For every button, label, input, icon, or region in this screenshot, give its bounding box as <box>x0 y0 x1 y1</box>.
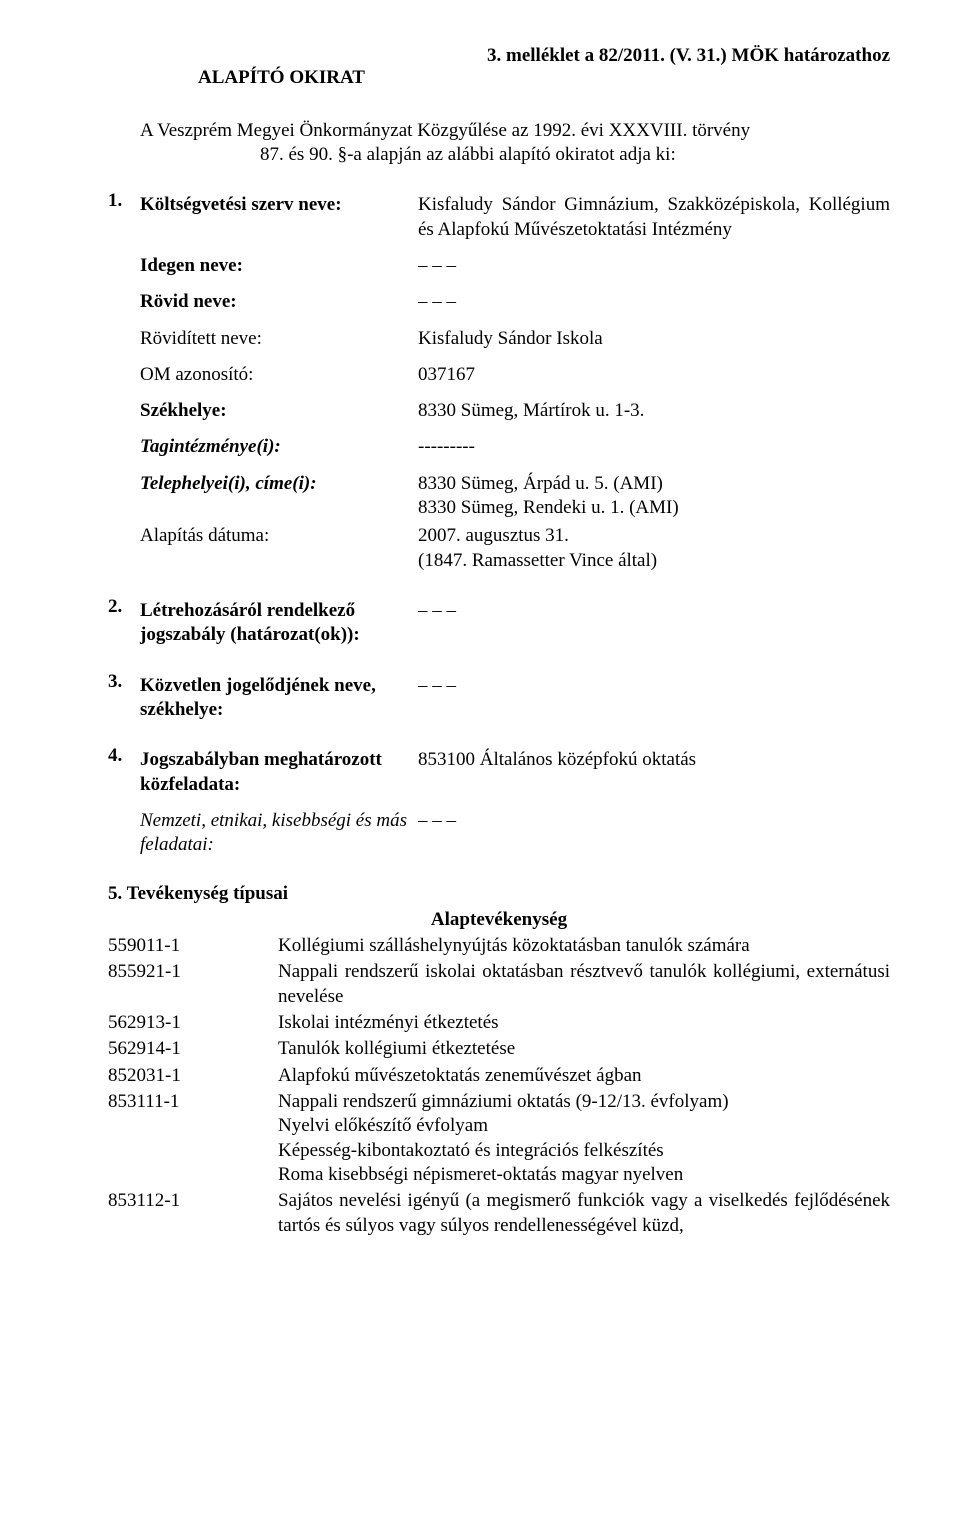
telep-value-1: 8330 Sümeg, Árpád u. 5. (AMI) <box>418 473 663 494</box>
section5-title: 5. Tevékenység típusai <box>108 882 890 906</box>
telep-label: Telephelyei(i), címe(i): <box>140 472 418 521</box>
activity-desc: Tanulók kollégiumi étkeztetése <box>278 1037 890 1061</box>
telep-value: 8330 Sümeg, Árpád u. 5. (AMI) 8330 Sümeg… <box>418 472 890 521</box>
idegen-label: Idegen neve: <box>140 254 418 278</box>
rovid-label: Rövid neve: <box>140 290 418 314</box>
activity-code: 853111-1 <box>108 1090 278 1187</box>
szekhely-label: Székhelye: <box>140 399 418 423</box>
item-4: 4. Jogszabályban meghatározott közfelada… <box>108 744 890 857</box>
activity-desc: Sajátos nevelési igényű (a megismerő fun… <box>278 1189 890 1238</box>
document-title: ALAPÍTÓ OKIRAT <box>198 66 890 90</box>
item-1-number: 1. <box>108 189 140 573</box>
item-3: 3. Közvetlen jogelődjének neve, székhely… <box>108 670 890 723</box>
section5-subtitle: Alaptevékenység <box>108 908 890 932</box>
attachment-line: 3. melléklet a 82/2011. (V. 31.) MÖK hat… <box>108 44 890 68</box>
item-1: 1. Költségvetési szerv neve: Kisfaludy S… <box>108 189 890 573</box>
activity-code: 853112-1 <box>108 1189 278 1238</box>
rovidit-value: Kisfaludy Sándor Iskola <box>418 327 890 351</box>
activity-desc: Alapfokú művészetoktatás zeneművészet ág… <box>278 1064 890 1088</box>
activity-desc: Nappali rendszerű gimnáziumi oktatás (9-… <box>278 1090 890 1187</box>
activity-row: 562913-1Iskolai intézményi étkeztetés <box>108 1011 890 1035</box>
alapit-value-1: 2007. augusztus 31. <box>418 525 569 546</box>
item-2-number: 2. <box>108 595 140 648</box>
szerv-label: Költségvetési szerv neve: <box>140 193 418 242</box>
alapit-label: Alapítás dátuma: <box>140 524 418 573</box>
nemz-label: Nemzeti, etnikai, kisebbségi és más fela… <box>140 809 418 858</box>
preamble: A Veszprém Megyei Önkormányzat Közgyűlés… <box>140 119 890 168</box>
kozv-value: – – – <box>418 674 890 723</box>
activity-desc: Nappali rendszerű iskolai oktatásban rés… <box>278 960 890 1009</box>
activity-row: 562914-1Tanulók kollégiumi étkeztetése <box>108 1037 890 1061</box>
item-3-number: 3. <box>108 670 140 723</box>
alapit-value: 2007. augusztus 31. (1847. Ramassetter V… <box>418 524 890 573</box>
letre-label: Létrehozásáról rendelkező jogszabály (ha… <box>140 599 418 648</box>
activity-code: 855921-1 <box>108 960 278 1009</box>
jog-label: Jogszabályban meghatározott közfeladata: <box>140 748 418 797</box>
activity-row: 853112-1Sajátos nevelési igényű (a megis… <box>108 1189 890 1238</box>
item-4-number: 4. <box>108 744 140 857</box>
om-label: OM azonosító: <box>140 363 418 387</box>
preamble-line2: 87. és 90. §-a alapján az alábbi alapító… <box>260 144 676 165</box>
telep-value-2: 8330 Sümeg, Rendeki u. 1. (AMI) <box>418 497 679 518</box>
idegen-value: – – – <box>418 254 890 278</box>
activity-code: 559011-1 <box>108 934 278 958</box>
activity-row: 855921-1Nappali rendszerű iskolai oktatá… <box>108 960 890 1009</box>
tagint-label: Tagintézménye(i): <box>140 435 418 459</box>
kozv-label: Közvetlen jogelődjének neve, székhelye: <box>140 674 418 723</box>
preamble-line1: A Veszprém Megyei Önkormányzat Közgyűlés… <box>140 120 750 141</box>
rovid-value: – – – <box>418 290 890 314</box>
activity-code: 562914-1 <box>108 1037 278 1061</box>
szekhely-value: 8330 Sümeg, Mártírok u. 1-3. <box>418 399 890 423</box>
activity-list: 559011-1Kollégiumi szálláshelynyújtás kö… <box>108 934 890 1238</box>
letre-value: – – – <box>418 599 890 648</box>
tagint-value: --------- <box>418 435 890 459</box>
activity-desc: Kollégiumi szálláshelynyújtás közoktatás… <box>278 934 890 958</box>
activity-desc: Iskolai intézményi étkeztetés <box>278 1011 890 1035</box>
szerv-value: Kisfaludy Sándor Gimnázium, Szakközépisk… <box>418 193 890 242</box>
nemz-value: – – – <box>418 809 890 858</box>
om-value: 037167 <box>418 363 890 387</box>
activity-code: 562913-1 <box>108 1011 278 1035</box>
activity-code: 852031-1 <box>108 1064 278 1088</box>
jog-value: 853100 Általános középfokú oktatás <box>418 748 890 797</box>
rovidit-label: Rövidített neve: <box>140 327 418 351</box>
activity-row: 853111-1Nappali rendszerű gimnáziumi okt… <box>108 1090 890 1187</box>
activity-row: 559011-1Kollégiumi szálláshelynyújtás kö… <box>108 934 890 958</box>
activity-row: 852031-1Alapfokú művészetoktatás zeneműv… <box>108 1064 890 1088</box>
item-2: 2. Létrehozásáról rendelkező jogszabály … <box>108 595 890 648</box>
alapit-value-2: (1847. Ramassetter Vince által) <box>418 550 657 571</box>
